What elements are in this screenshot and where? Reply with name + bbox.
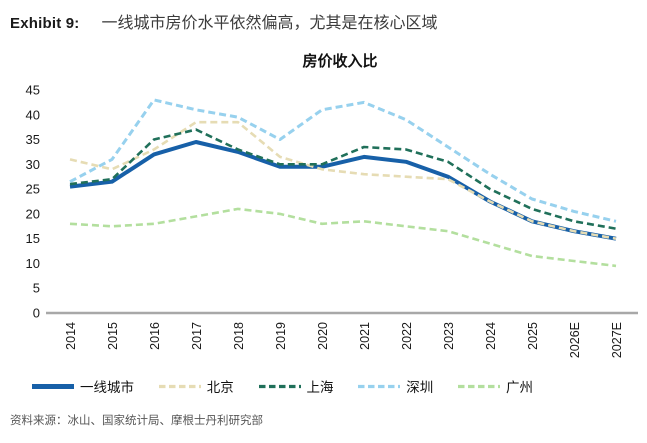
exhibit-title: 一线城市房价水平依然偏高，尤其是在核心区域 <box>101 15 438 32</box>
x-tick-label: 2021 <box>358 322 372 350</box>
series-line-beijing <box>69 120 617 240</box>
y-tick-label: 20 <box>26 206 40 221</box>
x-tick-label: 2016 <box>148 322 162 350</box>
legend-swatch-shanghai <box>258 384 301 388</box>
series-line-tier1 <box>69 140 617 241</box>
legend-swatch-guangzhou <box>458 384 500 388</box>
x-tick-label: 2024 <box>484 322 498 350</box>
chart-title: 房价收入比 <box>302 53 378 70</box>
exhibit-heading: Exhibit 9: 一线城市房价水平依然偏高，尤其是在核心区域 <box>10 9 438 33</box>
x-tick-label: 2025 <box>526 322 540 350</box>
y-tick-label: 25 <box>26 182 40 197</box>
legend-label-beijing: 北京 <box>206 380 234 395</box>
legend-item-beijing: 北京 <box>158 376 234 396</box>
x-tick-label: 2022 <box>400 322 414 350</box>
y-tick-label: 45 <box>26 83 40 98</box>
legend-swatch-tier1 <box>32 383 74 389</box>
x-tick-label: 2017 <box>190 322 204 350</box>
legend-item-shanghai: 上海 <box>258 376 334 396</box>
chart-legend: 一线城市 北京 上海 深圳 广州 <box>31 376 533 396</box>
legend-label-shenzhen: 深圳 <box>406 380 434 395</box>
y-tick-label: 10 <box>26 256 40 271</box>
x-tick-label: 2020 <box>316 322 330 350</box>
x-tick-label: 2027E <box>610 322 624 358</box>
y-tick-label: 40 <box>26 107 40 122</box>
source-note: 资料来源：冰山、国家统计局、摩根士丹利研究部 <box>10 415 263 427</box>
y-tick-label: 5 <box>33 281 40 296</box>
y-tick-label: 35 <box>26 132 40 147</box>
legend-swatch-shenzhen <box>358 384 401 388</box>
x-tick-label: 2014 <box>64 322 78 350</box>
x-tick-label: 2023 <box>442 322 456 350</box>
legend-label-guangzhou: 广州 <box>506 380 533 395</box>
legend-label-shanghai: 上海 <box>306 380 334 395</box>
legend-label-tier1: 一线城市 <box>80 380 134 395</box>
exhibit-number-label: Exhibit 9: <box>10 15 80 32</box>
y-tick-label: 0 <box>33 306 40 321</box>
series-line-guangzhou <box>69 207 617 268</box>
x-tick-label: 2015 <box>106 322 120 350</box>
legend-swatch-beijing <box>158 384 201 388</box>
y-tick-label: 15 <box>26 231 40 246</box>
x-tick-label: 2018 <box>232 322 246 350</box>
x-tick-label: 2019 <box>274 322 288 350</box>
legend-item-guangzhou: 广州 <box>457 376 533 396</box>
legend-item-tier1: 一线城市 <box>31 376 134 396</box>
x-tick-label: 2026E <box>568 322 582 358</box>
series-line-shanghai <box>69 128 617 230</box>
y-tick-label: 30 <box>26 157 40 172</box>
series-line-shenzhen <box>69 98 617 223</box>
legend-item-shenzhen: 深圳 <box>357 376 433 396</box>
